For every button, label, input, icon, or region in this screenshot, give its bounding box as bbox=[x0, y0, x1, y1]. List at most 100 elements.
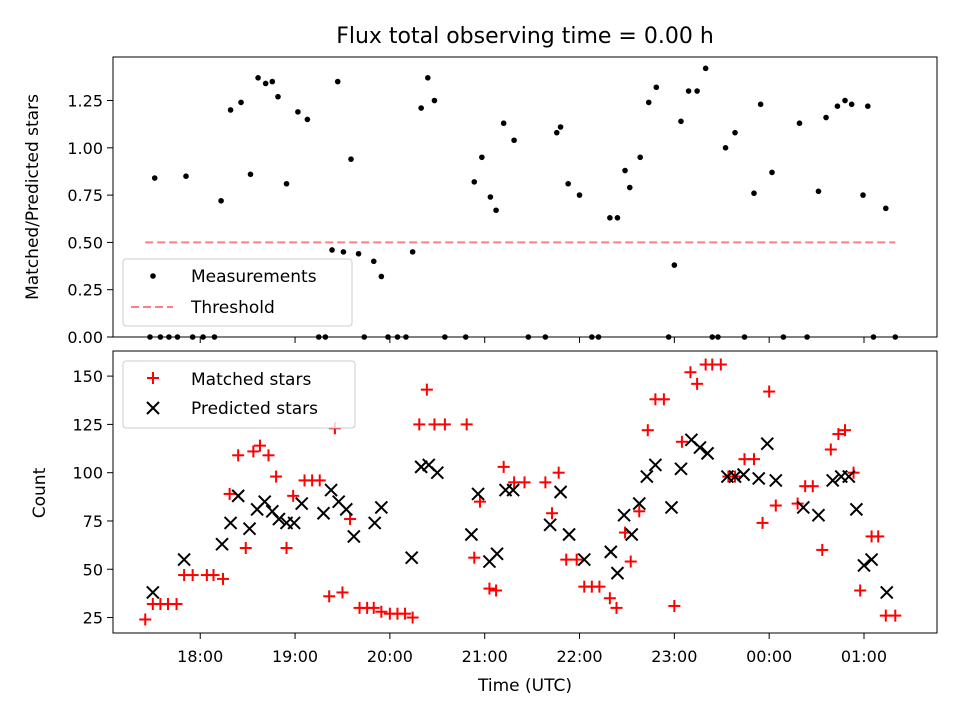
matched-star-marker bbox=[287, 489, 300, 502]
predicted-star-marker bbox=[506, 483, 520, 497]
legend-matched-marker bbox=[147, 372, 159, 384]
ratio-plot-area bbox=[112, 56, 938, 338]
matched-star-marker bbox=[824, 443, 837, 456]
predicted-star-marker bbox=[324, 483, 338, 497]
measurement-point bbox=[834, 103, 841, 109]
predicted-star-marker bbox=[880, 585, 894, 600]
predicted-star-marker bbox=[624, 527, 639, 542]
measurement-point bbox=[218, 197, 224, 204]
count-xtick-label: 18:00 bbox=[177, 647, 223, 666]
predicted-star-marker bbox=[146, 585, 160, 600]
matched-star-marker bbox=[560, 553, 573, 566]
measurement-point bbox=[431, 97, 438, 104]
measurement-points bbox=[147, 65, 899, 340]
predicted-star-marker bbox=[610, 566, 625, 580]
measurement-point bbox=[722, 145, 729, 151]
count-xtick-label: 19:00 bbox=[272, 647, 318, 666]
count-ytick-label: 75 bbox=[83, 512, 103, 531]
matched-star-marker bbox=[170, 598, 183, 611]
matched-star-marker bbox=[552, 466, 565, 479]
matched-star-marker bbox=[420, 383, 433, 396]
matched-star-marker bbox=[684, 366, 697, 379]
matched-star-marker bbox=[675, 435, 688, 448]
predicted-star-marker bbox=[674, 462, 688, 476]
predicted-star-markers bbox=[146, 433, 894, 600]
predicted-star-marker bbox=[693, 440, 707, 455]
predicted-star-marker bbox=[811, 508, 826, 522]
matched-star-marker bbox=[262, 449, 275, 462]
matched-star-marker bbox=[247, 445, 260, 458]
count-ytick-label: 125 bbox=[72, 415, 103, 434]
ratio-ytick-label: 0.25 bbox=[67, 281, 103, 300]
ratio-legend: Measurements Threshold bbox=[122, 258, 353, 327]
count-x-axis-label: Time (UTC) bbox=[477, 676, 572, 696]
predicted-star-marker bbox=[553, 485, 568, 499]
predicted-star-marker bbox=[760, 437, 774, 451]
measurement-point bbox=[511, 137, 517, 144]
measurement-point bbox=[487, 194, 494, 200]
matched-star-marker bbox=[508, 476, 521, 489]
predicted-star-marker bbox=[177, 552, 191, 567]
matched-star-marker bbox=[336, 586, 349, 599]
matched-star-marker bbox=[313, 474, 326, 487]
matched-star-marker bbox=[839, 424, 852, 437]
matched-star-marker bbox=[546, 507, 559, 520]
predicted-star-marker bbox=[640, 469, 654, 484]
ratio-ytick-label: 1.00 bbox=[67, 139, 103, 158]
count-x-axis: 18:00 19:00 20:00 21:00 22:00 23:00 00:00 01:00 bbox=[177, 633, 887, 666]
predicted-star-marker bbox=[287, 516, 301, 530]
measurement-point bbox=[183, 173, 189, 179]
measurement-point bbox=[864, 103, 871, 109]
matched-star-marker bbox=[791, 497, 804, 510]
count-y-axis: 25 50 75 100 125 150 bbox=[72, 367, 113, 628]
matched-star-marker bbox=[232, 449, 245, 462]
measurement-point bbox=[151, 175, 158, 181]
measurement-point bbox=[685, 88, 692, 94]
matched-star-marker bbox=[763, 385, 776, 398]
measurement-point bbox=[614, 215, 621, 221]
measurement-point bbox=[694, 88, 700, 94]
measurement-point bbox=[500, 120, 507, 127]
measurement-point bbox=[247, 171, 254, 178]
measurement-point bbox=[269, 78, 276, 85]
ratio-y-axis: 0.00 0.25 0.50 0.75 1.00 1.25 bbox=[67, 92, 113, 347]
ratio-ytick-label: 0.00 bbox=[67, 328, 103, 347]
predicted-star-marker bbox=[825, 473, 840, 488]
matched-star-marker bbox=[668, 599, 681, 612]
matched-star-marker bbox=[714, 358, 727, 371]
predicted-star-marker bbox=[215, 537, 229, 551]
measurement-point bbox=[637, 154, 644, 161]
matched-star-marker bbox=[633, 505, 646, 518]
matched-star-marker bbox=[473, 495, 486, 508]
legend-matched-label: Matched stars bbox=[191, 370, 311, 390]
measurement-point bbox=[553, 129, 560, 136]
measurement-point bbox=[796, 120, 803, 127]
predicted-star-marker bbox=[430, 465, 444, 480]
measurement-point bbox=[425, 75, 431, 81]
measurement-point bbox=[275, 93, 281, 100]
legend-measurements-label: Measurements bbox=[191, 267, 317, 287]
matched-star-marker bbox=[139, 613, 152, 626]
matched-star-marker bbox=[367, 601, 380, 614]
predicted-star-marker bbox=[604, 545, 618, 559]
matched-star-marker bbox=[691, 377, 704, 390]
predicted-star-marker bbox=[404, 550, 419, 565]
predicted-star-marker bbox=[294, 496, 309, 511]
matched-star-marker bbox=[186, 569, 199, 582]
matched-star-marker bbox=[747, 453, 760, 466]
matched-star-marker bbox=[239, 542, 252, 555]
predicted-star-marker bbox=[736, 467, 751, 482]
count-ytick-label: 50 bbox=[83, 560, 103, 579]
matched-star-marker bbox=[497, 460, 510, 473]
predicted-star-marker bbox=[632, 496, 646, 511]
predicted-star-marker bbox=[490, 547, 504, 561]
predicted-star-marker bbox=[864, 552, 879, 567]
ratio-y-axis-label: Matched/Predicted stars bbox=[23, 94, 43, 300]
measurement-point bbox=[479, 154, 485, 161]
predicted-star-marker bbox=[842, 469, 856, 484]
predicted-star-marker bbox=[374, 500, 389, 515]
predicted-star-marker bbox=[617, 508, 631, 522]
predicted-star-marker bbox=[664, 500, 679, 515]
matched-star-marker bbox=[806, 480, 819, 493]
